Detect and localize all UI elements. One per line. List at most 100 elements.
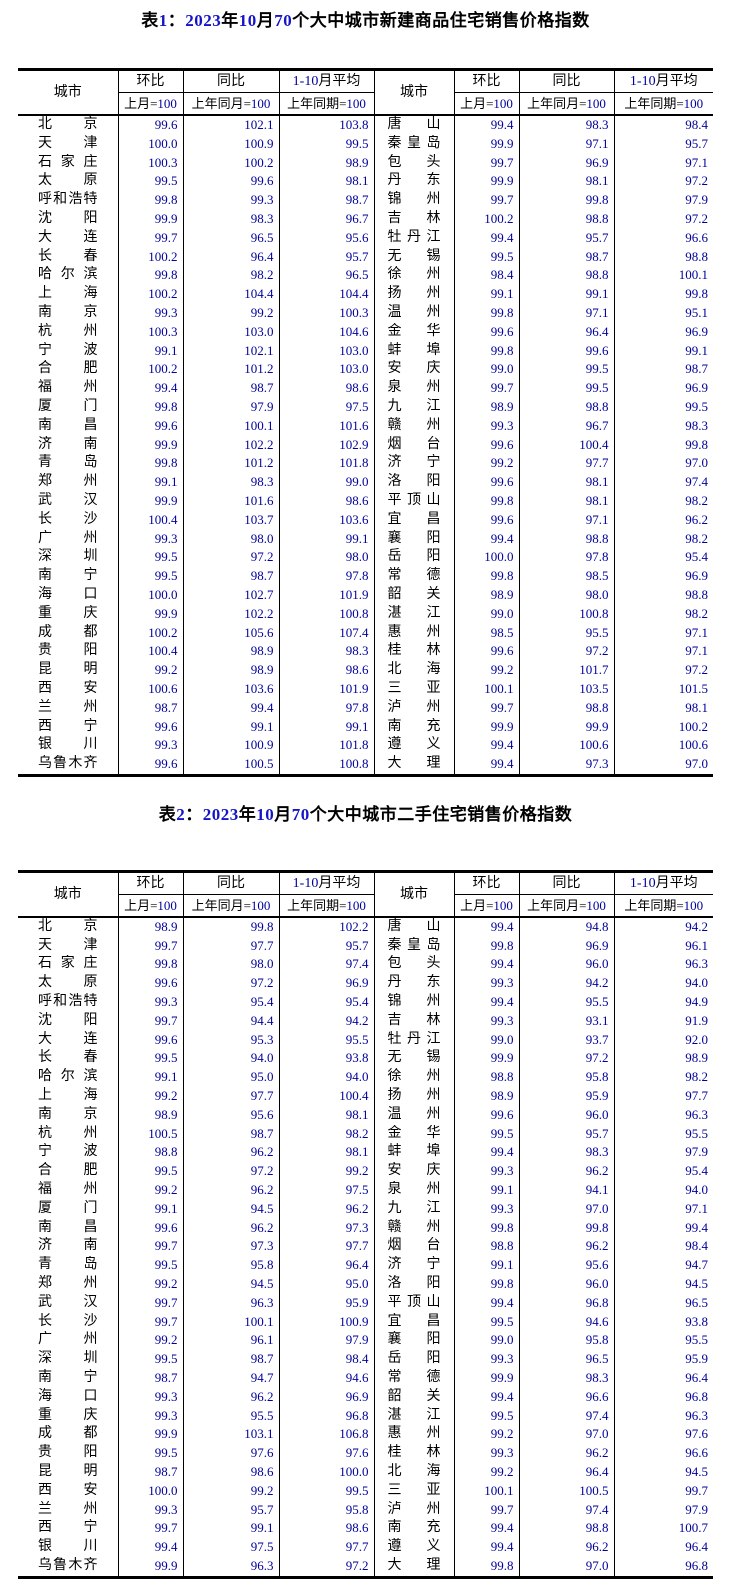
index-value-cell: 99.3: [453, 974, 519, 994]
index-value-cell: 99.4: [453, 1143, 519, 1163]
index-value-cell: 94.0: [182, 1049, 279, 1069]
table-row: 哈尔滨 99.1 95.0 94.0 徐州 98.8 95.8 98.2: [18, 1068, 713, 1088]
city-cell: 银川: [38, 1539, 98, 1555]
index-value-cell: 100.4: [117, 510, 183, 530]
table-row: 福州 99.2 96.2 97.5 泉州 99.1 94.1 94.0: [18, 1181, 713, 1200]
table-row: 西宁 99.7 99.1 98.6 南充 99.4 98.8 100.7: [18, 1519, 713, 1539]
index-value-cell: 96.7: [278, 209, 374, 229]
city-cell: 呼和浩特: [38, 994, 98, 1010]
mom-base-header-right: 上月=100: [453, 92, 519, 116]
index-value-cell: 100.8: [518, 604, 614, 624]
city-cell: 烟台: [373, 435, 454, 455]
index-value-cell: 99.6: [117, 1218, 183, 1238]
index-value-cell: 97.9: [613, 1500, 713, 1520]
index-value-cell: 100.3: [117, 153, 183, 173]
city-cell: 哈尔滨: [38, 1069, 98, 1085]
table-row: 宁波 98.8 96.2 98.1 蚌埠 99.4 98.3 97.9: [18, 1143, 713, 1163]
index-value-cell: 100.8: [278, 755, 374, 776]
index-value-cell: 97.9: [278, 1331, 374, 1351]
index-value-cell: 94.0: [613, 974, 713, 994]
index-value-cell: 99.1: [278, 717, 374, 737]
index-value-cell: 97.0: [518, 1556, 614, 1578]
index-value-cell: 100.9: [278, 1312, 374, 1332]
index-value-cell: 99.5: [453, 1406, 519, 1426]
index-value-cell: 97.4: [518, 1500, 614, 1520]
table-row: 宁波 99.1 102.1 103.0 蚌埠 99.8 99.6 99.1: [18, 341, 713, 361]
index-value-cell: 100.2: [117, 285, 183, 304]
city-cell: 北海: [373, 661, 454, 680]
index-value-cell: 98.7: [117, 1369, 183, 1388]
table-row: 石家庄 99.8 98.0 97.4 包头 99.4 96.0 96.3: [18, 955, 713, 975]
city-cell: 海口: [38, 586, 98, 602]
index-value-cell: 99.8: [613, 435, 713, 455]
table-row: 济南 99.7 97.3 97.7 烟台 98.8 96.2 98.4: [18, 1237, 713, 1257]
index-value-cell: 96.2: [518, 1237, 614, 1257]
index-value-cell: 98.0: [182, 529, 279, 549]
table-row: 南京 99.3 99.2 100.3 温州 99.8 97.1 95.1: [18, 303, 713, 323]
index-value-cell: 99.2: [117, 1275, 183, 1294]
index-value-cell: 99.7: [453, 1500, 519, 1520]
index-value-cell: 97.7: [278, 1237, 374, 1257]
index-value-cell: 98.8: [117, 1143, 183, 1163]
yoy-base-header-right: 上年同月=100: [518, 92, 614, 116]
index-value-cell: 96.9: [518, 153, 614, 173]
table-row: 兰州 99.3 95.7 95.8 泸州 99.7 97.4 97.9: [18, 1500, 713, 1520]
index-value-cell: 98.5: [453, 623, 519, 643]
index-value-cell: 95.5: [278, 1030, 374, 1050]
index-value-cell: 99.3: [117, 529, 183, 549]
index-value-cell: 99.1: [613, 341, 713, 361]
table-row: 郑州 99.1 98.3 99.0 洛阳 99.6 98.1 97.4: [18, 473, 713, 492]
index-value-cell: 95.6: [278, 228, 374, 248]
index-value-cell: 95.6: [518, 1256, 614, 1276]
index-value-cell: 97.5: [182, 1538, 279, 1557]
table-row: 西安 100.0 99.2 99.5 三亚 100.1 100.5 99.7: [18, 1481, 713, 1501]
city-cell: 吉林: [373, 209, 454, 229]
yoy-header-left: 同比: [182, 69, 279, 93]
index-value-cell: 96.9: [518, 936, 614, 956]
table1-header: 城市 环比 同比 1-10月平均 城市 环比 同比 1-10月平均 上月=100…: [18, 69, 713, 116]
index-value-cell: 97.8: [278, 698, 374, 718]
index-value-cell: 101.6: [278, 416, 374, 436]
index-value-cell: 93.8: [278, 1049, 374, 1069]
city-cell: 南京: [38, 1106, 98, 1122]
city-cell: 福州: [38, 1182, 98, 1198]
index-value-cell: 95.5: [518, 623, 614, 643]
index-value-cell: 97.3: [518, 755, 614, 776]
city-cell: 金华: [373, 322, 454, 342]
index-value-cell: 99.1: [518, 285, 614, 304]
index-value-cell: 96.2: [278, 1199, 374, 1219]
index-value-cell: 95.5: [182, 1406, 279, 1426]
index-value-cell: 93.8: [613, 1312, 713, 1332]
index-value-cell: 98.8: [518, 209, 614, 229]
table-row: 呼和浩特 99.3 95.4 95.4 锦州 99.4 95.5 94.9: [18, 993, 713, 1012]
index-value-cell: 97.8: [278, 567, 374, 586]
index-value-cell: 98.8: [518, 397, 614, 417]
index-value-cell: 96.5: [278, 266, 374, 286]
index-value-cell: 99.8: [117, 191, 183, 210]
index-value-cell: 99.5: [518, 360, 614, 380]
index-value-cell: 99.8: [117, 397, 183, 417]
index-value-cell: 97.3: [278, 1218, 374, 1238]
table-row: 厦门 99.1 94.5 96.2 九江 99.3 97.0 97.1: [18, 1199, 713, 1219]
index-value-cell: 99.8: [117, 266, 183, 286]
index-value-cell: 99.9: [453, 134, 519, 154]
city-cell: 宜昌: [373, 510, 454, 530]
table-row: 沈阳 99.7 94.4 94.2 吉林 99.3 93.1 91.9: [18, 1011, 713, 1031]
index-value-cell: 99.6: [453, 473, 519, 492]
index-value-cell: 94.7: [613, 1256, 713, 1276]
table-row: 哈尔滨 99.8 98.2 96.5 徐州 98.4 98.8 100.1: [18, 266, 713, 286]
table-row: 广州 99.3 98.0 99.1 襄阳 99.4 98.8 98.2: [18, 529, 713, 549]
index-value-cell: 96.9: [278, 1387, 374, 1407]
city-cell: 西宁: [38, 718, 98, 734]
index-value-cell: 95.4: [613, 548, 713, 568]
city-cell: 天津: [38, 937, 98, 953]
city-cell: 上海: [38, 1088, 98, 1104]
city-cell: 惠州: [373, 623, 454, 643]
table-row: 南昌 99.6 100.1 101.6 赣州 99.3 96.7 98.3: [18, 416, 713, 436]
index-value-cell: 95.7: [518, 228, 614, 248]
index-value-cell: 99.5: [278, 1481, 374, 1501]
table-row: 广州 99.2 96.1 97.9 襄阳 99.0 95.8 95.5: [18, 1331, 713, 1351]
city-cell: 锦州: [373, 993, 454, 1012]
index-value-cell: 96.6: [613, 228, 713, 248]
index-value-cell: 98.2: [613, 529, 713, 549]
